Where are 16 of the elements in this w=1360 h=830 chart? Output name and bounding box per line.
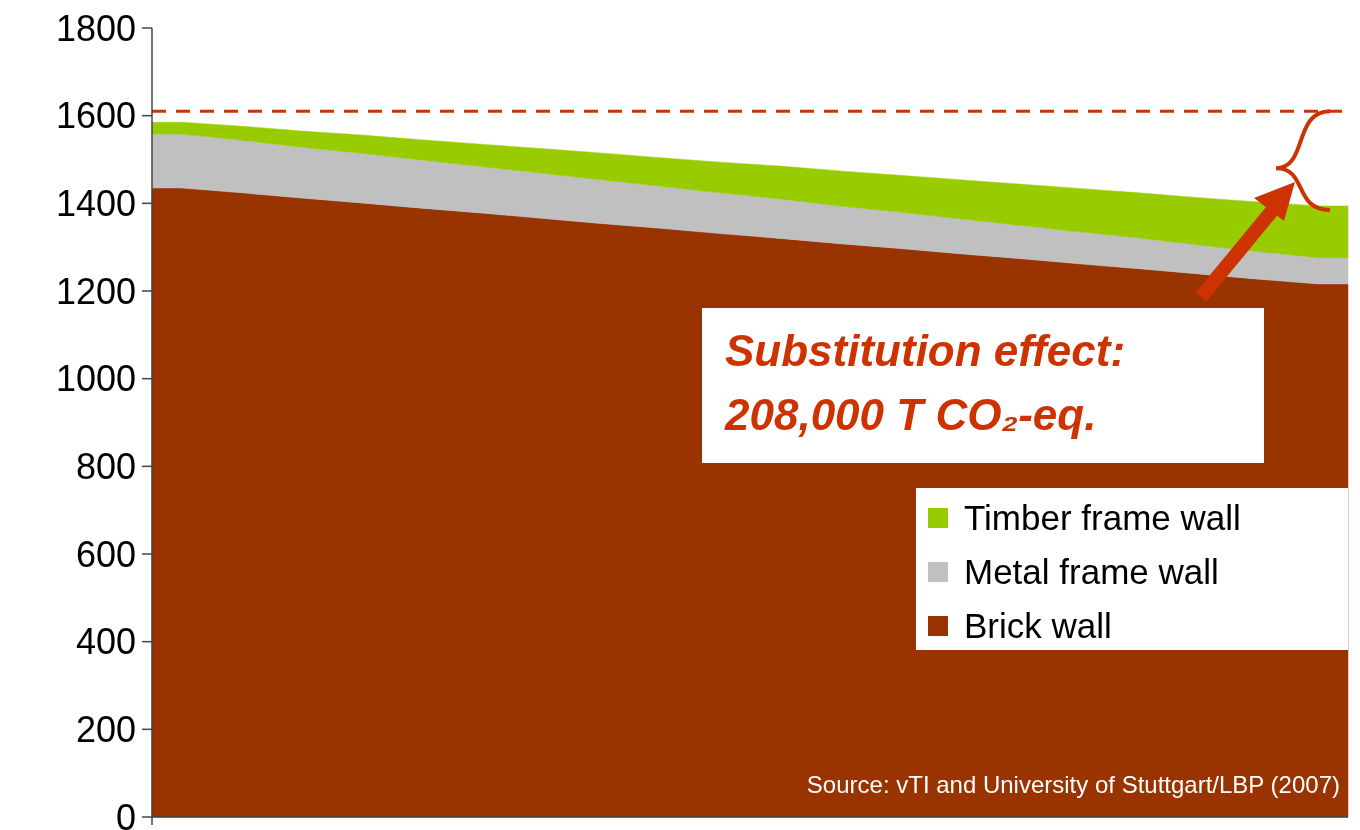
annotation: Substitution effect: 208,000 T CO₂-eq. [724, 326, 1126, 439]
y-tick-label: 1000 [55, 358, 136, 400]
annotation: Source: vTI and University of Stuttgart/LBP (2007) [806, 771, 1340, 798]
y-tick-label: 200 [75, 708, 136, 750]
legend-label: Timber frame wall [964, 498, 1241, 538]
legend-label: Brick wall [964, 606, 1112, 646]
y-tick-label: 400 [75, 621, 136, 663]
y-tick-label: 1400 [55, 182, 136, 224]
y-tick-label: 1600 [55, 95, 136, 137]
callout-box: Substitution effect: 208,000 T CO₂-eq. [702, 308, 1264, 463]
y-tick-label: 600 [75, 533, 136, 575]
y-tick-label: 1200 [55, 270, 136, 312]
y-tick-label: 800 [75, 445, 136, 487]
legend-label: Metal frame wall [964, 552, 1219, 592]
y-tick-label: 1800 [55, 7, 136, 49]
y-tick-label: 0 [115, 796, 136, 830]
